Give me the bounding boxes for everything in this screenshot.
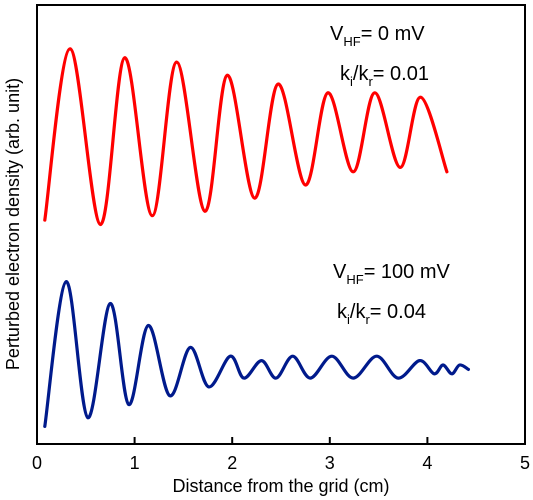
series-line-blue bbox=[43, 279, 470, 428]
x-tick-label: 0 bbox=[32, 453, 42, 473]
x-tick-label: 3 bbox=[325, 453, 335, 473]
x-tick-label: 4 bbox=[422, 453, 432, 473]
annotation-blue-vhf: VHF= 100 mV bbox=[333, 261, 451, 287]
x-tick-label: 5 bbox=[520, 453, 530, 473]
y-axis-label: Perturbed electron density (arb. unit) bbox=[3, 78, 23, 370]
x-tick-label: 1 bbox=[130, 453, 140, 473]
x-tick-label: 2 bbox=[227, 453, 237, 473]
annotation-blue-ratio: ki/kr= 0.04 bbox=[337, 301, 426, 327]
series-line-red bbox=[43, 47, 449, 227]
annotation-red-vhf: VHF= 0 mV bbox=[330, 23, 425, 49]
plot-frame bbox=[36, 4, 526, 445]
x-axis-label: Distance from the grid (cm) bbox=[172, 476, 389, 496]
annotation-red-ratio: ki/kr= 0.01 bbox=[340, 63, 429, 89]
